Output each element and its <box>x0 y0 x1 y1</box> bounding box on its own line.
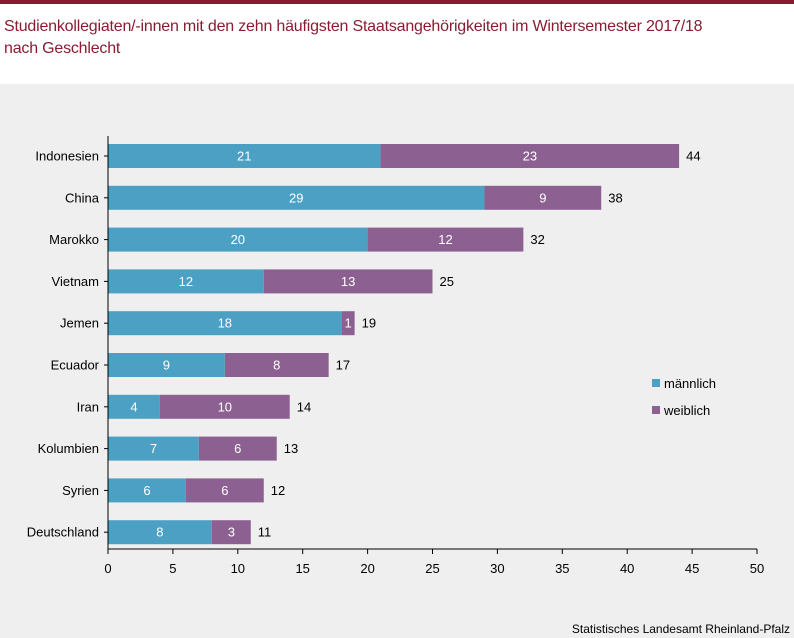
x-tick-label: 0 <box>104 561 111 576</box>
total-label: 44 <box>686 149 700 164</box>
total-label: 11 <box>258 525 272 540</box>
total-label: 13 <box>284 441 298 456</box>
data-label: 21 <box>237 149 251 164</box>
data-label: 23 <box>523 149 537 164</box>
data-label: 9 <box>539 190 546 205</box>
data-label: 8 <box>273 358 280 373</box>
bar-weiblich <box>159 394 290 419</box>
bar-maennlich <box>108 185 485 210</box>
bar-weiblich <box>367 227 524 252</box>
category-label: Vietnam <box>52 274 99 289</box>
category-label: Ecuador <box>51 358 100 373</box>
total-label: 25 <box>440 274 454 289</box>
title-line-1: Studienkollegiaten/-innen mit den zehn h… <box>4 18 703 35</box>
data-label: 12 <box>438 232 452 247</box>
bar-maennlich <box>108 144 381 168</box>
category-label: Deutschland <box>27 525 99 540</box>
data-label: 6 <box>221 483 228 498</box>
title-line-2: nach Geschlecht <box>4 40 121 57</box>
data-label: 8 <box>156 525 163 540</box>
data-label: 12 <box>179 274 193 289</box>
bar-weiblich <box>341 311 355 336</box>
bar-weiblich <box>484 185 602 210</box>
data-label: 6 <box>143 483 150 498</box>
x-tick-label: 45 <box>685 561 699 576</box>
x-tick-label: 25 <box>425 561 439 576</box>
bar-weiblich <box>185 478 264 503</box>
total-label: 32 <box>530 232 544 247</box>
source-note: Statistisches Landesamt Rheinland-Pfalz <box>571 622 790 636</box>
bar-maennlich <box>108 478 186 503</box>
x-tick-label: 40 <box>620 561 634 576</box>
bar-weiblich <box>263 269 433 294</box>
total-label: 14 <box>297 399 311 414</box>
data-label: 3 <box>228 525 235 540</box>
total-label: 12 <box>271 483 285 498</box>
x-tick-label: 35 <box>555 561 569 576</box>
x-tick-label: 30 <box>490 561 504 576</box>
data-label: 29 <box>289 190 303 205</box>
bar-maennlich <box>108 311 342 336</box>
category-label: Iran <box>77 399 99 414</box>
bar-weiblich <box>211 520 251 545</box>
plot-panel: Indonesien 21 23 44 China 29 9 38 Marokko 20 12 32 V… <box>0 84 794 638</box>
bar-maennlich <box>108 394 160 419</box>
x-tick-label: 10 <box>231 561 245 576</box>
data-label: 4 <box>130 399 137 414</box>
data-label: 10 <box>218 399 232 414</box>
category-label: Indonesien <box>35 149 99 164</box>
data-label: 7 <box>150 441 157 456</box>
bar-weiblich <box>224 353 329 377</box>
x-tick-label: 20 <box>360 561 374 576</box>
bar-weiblich <box>198 436 277 461</box>
top-rule <box>0 0 794 4</box>
x-tick-label: 15 <box>295 561 309 576</box>
category-label: China <box>65 190 100 205</box>
legend-swatch-weiblich <box>652 406 660 414</box>
data-label: 9 <box>163 358 170 373</box>
data-label: 1 <box>345 316 352 331</box>
bar-weiblich <box>380 144 680 168</box>
bar-maennlich <box>108 520 212 545</box>
total-label: 38 <box>608 190 622 205</box>
chart-title: Studienkollegiaten/-innen mit den zehn h… <box>4 16 784 60</box>
bar-maennlich <box>108 269 264 294</box>
total-label: 19 <box>362 316 376 331</box>
bar-maennlich <box>108 353 225 377</box>
data-label: 6 <box>234 441 241 456</box>
category-label: Marokko <box>49 232 99 247</box>
data-label: 20 <box>231 232 245 247</box>
data-label: 18 <box>218 316 232 331</box>
bar-maennlich <box>108 227 368 252</box>
data-label: 13 <box>341 274 355 289</box>
category-label: Kolumbien <box>38 441 99 456</box>
x-tick-label: 50 <box>750 561 764 576</box>
total-label: 17 <box>336 358 350 373</box>
category-label: Syrien <box>62 483 99 498</box>
legend-label: männlich <box>664 376 716 391</box>
x-tick-label: 5 <box>169 561 176 576</box>
bar-maennlich <box>108 436 199 461</box>
legend-swatch-maennlich <box>652 379 660 387</box>
category-label: Jemen <box>60 316 99 331</box>
legend-label: weiblich <box>663 403 710 418</box>
